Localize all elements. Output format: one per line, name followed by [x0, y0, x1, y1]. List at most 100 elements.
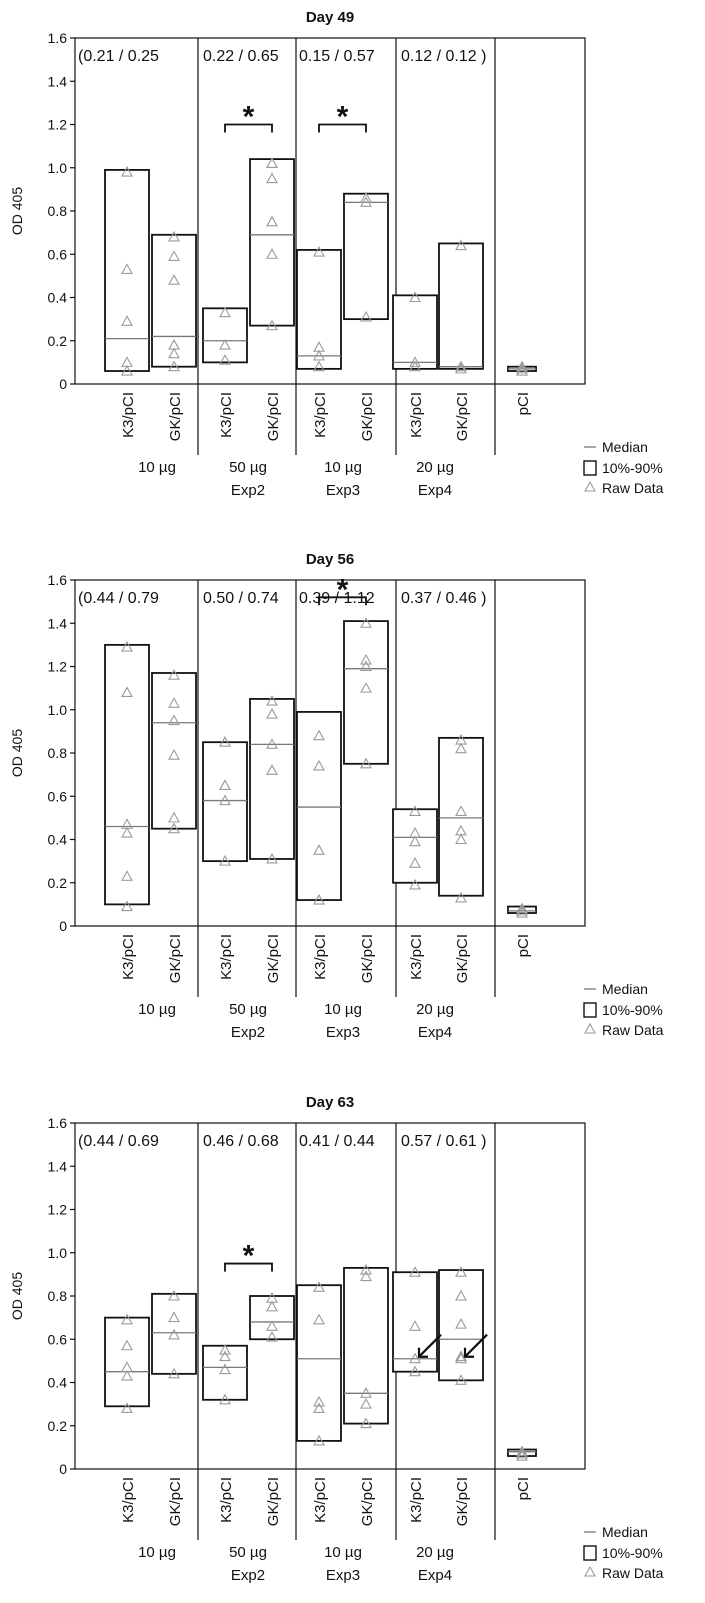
raw-data-point [313, 1402, 325, 1413]
box-10-90 [438, 736, 484, 897]
raw-data-point [360, 310, 372, 322]
raw-data-point [455, 362, 467, 374]
raw-data-point [360, 660, 372, 672]
category-label: K3/pCI [312, 1477, 329, 1523]
plot-frame [74, 579, 586, 927]
dose-label: 10 µg [138, 1001, 176, 1018]
raw-data-point [313, 1281, 325, 1292]
raw-data-point [313, 729, 325, 741]
box-7 [392, 1266, 438, 1377]
raw-data-point [219, 354, 231, 365]
box-10-90 [104, 643, 150, 906]
box-3 [202, 306, 248, 365]
legend-raw-swatch [584, 480, 596, 492]
plot-frame [74, 37, 586, 385]
raw-data-point [360, 653, 372, 665]
raw-data-point [266, 707, 278, 719]
y-tick-label: 1.4 [48, 1158, 68, 1174]
raw-data-point [313, 759, 325, 771]
raw-data-point [313, 1395, 325, 1407]
y-tick-label: 0.2 [48, 875, 68, 891]
ratio-annotation: 0.37 / 0.46 ) [401, 590, 486, 607]
category-label: GK/pCI [167, 392, 184, 441]
y-tick-label: 1.6 [48, 30, 68, 46]
raw-data-point [266, 172, 278, 184]
category-label: pCI [515, 392, 532, 415]
y-axis-label: OD 405 [9, 1272, 25, 1320]
arrow-line [464, 1333, 488, 1358]
raw-data-point [516, 1449, 528, 1461]
raw-data-point [455, 833, 467, 845]
raw-data-point [168, 360, 180, 372]
category-label: K3/pCI [218, 392, 235, 438]
raw-data-point [313, 245, 325, 257]
raw-data-point [168, 811, 180, 823]
legend: Median 10%-90% Raw Data [583, 439, 664, 496]
ratio-annotation: 0.46 / 0.68 [203, 1133, 279, 1150]
category-label: GK/pCI [167, 934, 184, 983]
legend-median-label: Median [602, 439, 648, 455]
raw-data-point [313, 349, 325, 361]
panel-2: Day 56 OD 405 0 0.2 0.4 0.6 0.8 1.0 1.2 1.4 1.6 (0.… [9, 551, 664, 1041]
category-label: GK/pCI [167, 1477, 184, 1526]
y-axis-label: OD 405 [9, 187, 25, 235]
significance-bracket [318, 596, 367, 606]
box-10-90 [249, 698, 295, 860]
raw-data-point [266, 215, 278, 227]
ratio-annotation: 0.50 / 0.74 [203, 590, 279, 607]
raw-data-point [455, 1289, 467, 1301]
y-tick-label: 0.4 [48, 1375, 68, 1391]
raw-data-point [409, 356, 421, 367]
dose-label: 20 µg [416, 1001, 454, 1018]
box-1 [104, 1313, 150, 1413]
y-tick-label: 1.6 [48, 1115, 68, 1131]
ratio-annotation: 0.39 / 1.12 [299, 590, 375, 607]
raw-data-point [168, 274, 180, 285]
raw-data-point [516, 364, 528, 376]
y-tick-label: 1.2 [48, 117, 68, 133]
raw-data-point [168, 1311, 180, 1323]
experiment-label: Exp4 [418, 482, 452, 499]
box-9 [507, 360, 537, 376]
raw-data-point [360, 681, 372, 693]
ratio-annotation: 0.15 / 0.57 [299, 48, 375, 65]
y-tick-label: 0.4 [48, 832, 68, 848]
raw-data-point [313, 1434, 325, 1446]
dose-label: 20 µg [416, 459, 454, 476]
y-tick-label: 0.6 [48, 788, 68, 804]
raw-data-point [219, 1363, 231, 1375]
box-8 [438, 239, 484, 374]
raw-data-point [313, 844, 325, 855]
raw-data-point [516, 902, 528, 914]
raw-data-point [455, 1266, 467, 1277]
box-5 [296, 711, 342, 905]
raw-data-point [516, 906, 528, 918]
experiment-label: Exp3 [326, 1024, 360, 1041]
box-10-90 [438, 1269, 484, 1382]
legend-raw-swatch [584, 1022, 596, 1034]
category-label: GK/pCI [454, 934, 471, 983]
ratio-annotation: 0.12 / 0.12 ) [401, 48, 486, 65]
category-label: GK/pCI [454, 1477, 471, 1526]
raw-data-point [168, 347, 180, 359]
raw-data-point [219, 854, 231, 866]
y-tick-label: 0.2 [48, 333, 68, 349]
y-tick-label: 1.2 [48, 1202, 68, 1218]
category-label: K3/pCI [312, 392, 329, 438]
significance-star: * [337, 573, 349, 606]
raw-data-point [266, 764, 278, 775]
legend-box-swatch [583, 1002, 597, 1018]
raw-data-point [121, 900, 133, 912]
legend-raw-label: Raw Data [602, 1565, 664, 1581]
category-label: GK/pCI [265, 392, 282, 441]
box-1 [104, 640, 150, 912]
legend-median-label: Median [602, 981, 648, 997]
raw-data-point [516, 362, 528, 374]
arrow-head [463, 1347, 474, 1358]
raw-data-point [121, 364, 133, 376]
dose-label: 20 µg [416, 1544, 454, 1561]
raw-data-point [455, 1350, 467, 1362]
significance-star: * [243, 101, 255, 134]
raw-data-point [455, 360, 467, 372]
ratio-annotation: 0.22 / 0.65 [203, 48, 279, 65]
